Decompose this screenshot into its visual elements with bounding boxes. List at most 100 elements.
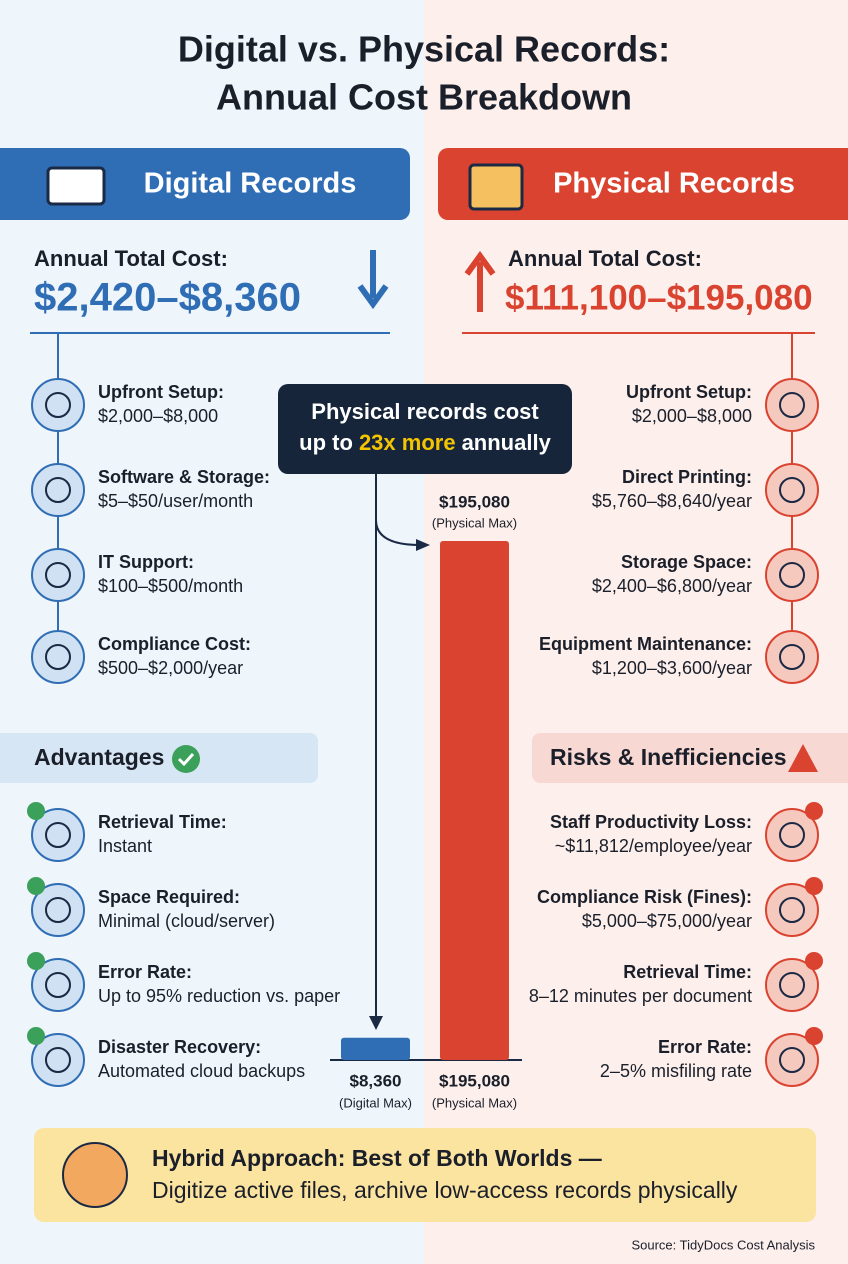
callout-text: up to	[299, 430, 353, 455]
bar	[341, 1037, 410, 1060]
item-label: Space Required:	[98, 887, 240, 907]
item-icon	[765, 883, 819, 937]
hybrid-text: Digitize active files, archive low-acces…	[152, 1177, 738, 1203]
item-icon	[31, 463, 85, 517]
digital-header-text: Digital Records	[144, 168, 357, 200]
item-value: $1,200–$3,600/year	[592, 658, 752, 678]
callout-line: up to 23x more annually	[299, 430, 551, 455]
item-label: Direct Printing:	[622, 467, 752, 487]
title: Digital vs. Physical Records:	[178, 29, 670, 70]
bar-top-value: $195,080	[439, 492, 510, 511]
item-label: Retrieval Time:	[623, 962, 752, 982]
item-icon-inner	[779, 644, 805, 670]
item-label: Retrieval Time:	[98, 812, 227, 832]
item-icon-inner	[45, 822, 71, 848]
item-value: ~$11,812/employee/year	[555, 836, 752, 856]
item-icon	[31, 1033, 85, 1087]
item-value: $2,000–$8,000	[632, 406, 752, 426]
bar-value-label: $8,360	[350, 1071, 402, 1090]
risks-header	[532, 733, 848, 783]
down-arrow	[357, 250, 389, 310]
check-badge	[27, 1027, 45, 1045]
up-arrow	[464, 250, 496, 312]
arrow-head	[416, 539, 430, 551]
warning-icon	[788, 744, 818, 772]
item-label: Error Rate:	[98, 962, 192, 982]
connector	[375, 519, 421, 546]
item-value: Minimal (cloud/server)	[98, 911, 275, 931]
title: Annual Cost Breakdown	[216, 77, 632, 118]
item-icon-inner	[779, 477, 805, 503]
item-value: 2–5% misfiling rate	[600, 1061, 752, 1081]
item-label: Upfront Setup:	[626, 382, 752, 402]
item-label: Staff Productivity Loss:	[550, 812, 752, 832]
hybrid-title: Hybrid Approach: Best of Both Worlds —	[152, 1145, 602, 1171]
total-label: Annual Total Cost:	[508, 246, 702, 271]
total-label: Annual Total Cost:	[34, 246, 228, 271]
item-label: Compliance Cost:	[98, 634, 251, 654]
item-value: $5–$50/user/month	[98, 491, 253, 511]
check-icon	[172, 745, 200, 773]
check-mark	[177, 752, 195, 767]
item-icon	[31, 378, 85, 432]
item-icon-inner	[45, 897, 71, 923]
item-icon-inner	[45, 972, 71, 998]
item-icon-inner	[779, 972, 805, 998]
warning-badge	[805, 802, 823, 820]
item-value: $2,000–$8,000	[98, 406, 218, 426]
item-icon-inner	[779, 392, 805, 418]
check-badge	[27, 952, 45, 970]
item-icon	[31, 883, 85, 937]
item-icon-inner	[45, 477, 71, 503]
item-icon-inner	[779, 562, 805, 588]
item-icon	[765, 808, 819, 862]
check-badge	[27, 877, 45, 895]
item-icon	[31, 630, 85, 684]
arrow-head	[369, 1016, 383, 1030]
callout-line: Physical records cost	[311, 399, 539, 424]
item-value: $5,760–$8,640/year	[592, 491, 752, 511]
item-value: $5,000–$75,000/year	[582, 911, 752, 931]
advantages-header	[0, 733, 318, 783]
item-value: $100–$500/month	[98, 576, 243, 596]
item-label: Compliance Risk (Fines):	[537, 887, 752, 907]
item-icon-inner	[779, 897, 805, 923]
box-icon	[468, 163, 524, 211]
item-label: Error Rate:	[658, 1037, 752, 1057]
item-icon-inner	[45, 562, 71, 588]
total-value: $111,100–$195,080	[505, 278, 813, 317]
item-label: IT Support:	[98, 552, 194, 572]
item-icon-inner	[779, 822, 805, 848]
item-icon	[765, 1033, 819, 1087]
item-icon	[31, 958, 85, 1012]
item-icon	[765, 958, 819, 1012]
warning-badge	[805, 952, 823, 970]
bar-top-category: (Physical Max)	[432, 515, 517, 530]
callout-box	[278, 384, 572, 474]
item-label: Upfront Setup:	[98, 382, 224, 402]
item-value: $2,400–$6,800/year	[592, 576, 752, 596]
item-icon-inner	[779, 1047, 805, 1073]
item-value: Automated cloud backups	[98, 1061, 305, 1081]
bar-category-label: (Physical Max)	[432, 1095, 517, 1110]
handshake-icon	[62, 1142, 128, 1208]
item-icon-inner	[45, 1047, 71, 1073]
item-value: $500–$2,000/year	[98, 658, 243, 678]
warning-badge	[805, 1027, 823, 1045]
check-badge	[27, 802, 45, 820]
item-label: Storage Space:	[621, 552, 752, 572]
warning-badge	[805, 877, 823, 895]
bar-value-label: $195,080	[439, 1071, 510, 1090]
source: Source: TidyDocs Cost Analysis	[631, 1237, 815, 1252]
physical-header-text: Physical Records	[553, 168, 795, 200]
item-icon	[31, 808, 85, 862]
item-label: Disaster Recovery:	[98, 1037, 261, 1057]
item-icon	[765, 463, 819, 517]
risks-title: Risks & Inefficiencies	[550, 744, 787, 770]
item-icon	[31, 548, 85, 602]
bar-category-label: (Digital Max)	[339, 1095, 412, 1110]
item-value: Up to 95% reduction vs. paper	[98, 986, 340, 1006]
item-value: Instant	[98, 836, 152, 856]
